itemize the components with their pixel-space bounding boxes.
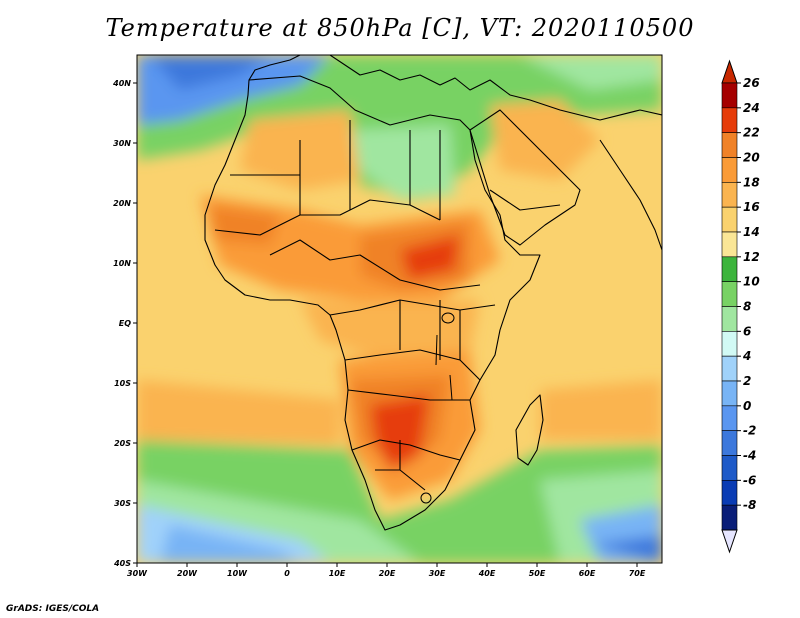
colorbar-label: 26 [743,76,760,90]
colorbar-label: 0 [743,399,751,413]
colorbar-label: 8 [743,300,751,314]
latitude-axis: 40N 30N 20N 10N EQ 10S 20S 30S 40S [112,79,137,568]
colorbar-label: 14 [743,225,760,239]
lon-tick-label: 50E [529,569,546,578]
colorbar-segment [721,430,738,456]
temperature-map: 40N 30N 20N 10N EQ 10S 20S 30S 40S 30W 20W 10W 0 10E… [112,54,760,578]
colorbar-segment [721,355,738,382]
temperature-field [137,55,662,563]
colorbar-label: 12 [743,250,760,264]
colorbar-segment [721,107,738,133]
lat-tick-label: 20S [114,439,131,448]
colorbar-top-cap [721,59,738,84]
colorbar-bottom-cap [721,529,738,554]
lat-tick-label: 10S [114,379,131,388]
colorbar-segment [721,256,738,282]
lat-tick-label: 10N [113,259,131,268]
colorbar-label: 20 [743,151,760,165]
colorbar-segment [721,281,738,307]
colorbar-segment [721,82,738,109]
colorbar-segment [721,405,738,431]
lon-tick-label: 0 [284,569,290,578]
longitude-axis: 30W 20W 10W 0 10E 20E 30E 40E 50E 60E 70E [127,563,646,578]
colorbar-segment [721,331,738,357]
lat-tick-label: 40S [113,559,131,568]
colorbar-label: -6 [743,473,756,487]
lat-tick-label: 40N [112,79,131,88]
colorbar-label: 4 [742,349,751,363]
lon-tick-label: 70E [629,569,646,578]
lon-tick-label: 30E [429,569,446,578]
lon-tick-label: 10W [227,569,248,578]
colorbar-segment [721,206,738,233]
lon-tick-label: 60E [579,569,596,578]
colorbar-segment [721,455,738,481]
lon-tick-label: 30W [127,569,148,578]
plot-frame [136,54,663,564]
credit-label: GrADS: IGES/COLA [6,604,100,614]
colorbar-label: -8 [743,498,756,512]
colorbar-segment [721,380,738,407]
colorbar-segment [721,504,738,531]
colorbar-segment [721,480,738,506]
colorbar-label: -2 [743,424,756,438]
colorbar-segment [721,182,738,208]
lon-tick-label: 10E [329,569,346,578]
colorbar-label: 6 [743,324,751,338]
map-title: Temperature at 850hPa [C], VT: 202011050… [105,14,695,42]
colorbar-label: 2 [743,374,751,388]
lon-tick-label: 20E [379,569,396,578]
colorbar-segment [721,231,738,258]
colorbar-label: 18 [743,175,760,189]
colorbar-segment [721,157,738,183]
colorbar-label: 10 [743,275,760,289]
colorbar-label: 22 [743,126,760,140]
colorbar-segment [721,132,738,158]
lat-tick-label: EQ [119,319,131,328]
lat-tick-label: 20N [113,199,131,208]
lat-tick-label: 30N [113,139,131,148]
colorbar-label: 16 [743,200,760,214]
lat-tick-label: 30S [114,499,131,508]
lon-tick-label: 20W [177,569,198,578]
colorbar-segment [721,306,738,332]
colorbar-label: 24 [743,101,760,115]
colorbar-label: -4 [743,449,756,463]
lon-tick-label: 40E [478,569,496,578]
